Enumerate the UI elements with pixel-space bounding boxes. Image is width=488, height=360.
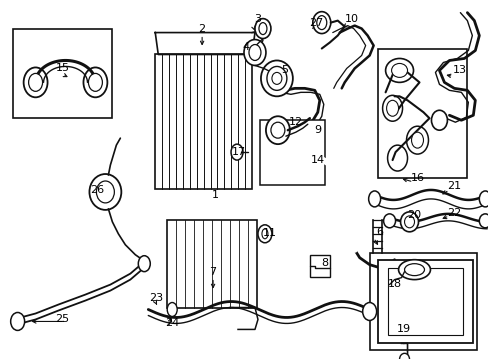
Ellipse shape: [478, 214, 488, 228]
Text: 25: 25: [55, 314, 69, 324]
Text: 18: 18: [386, 279, 401, 289]
Bar: [369, 253, 476, 350]
Ellipse shape: [23, 67, 47, 97]
Ellipse shape: [411, 132, 423, 148]
Ellipse shape: [271, 72, 281, 84]
Ellipse shape: [404, 216, 414, 228]
Text: 7: 7: [209, 267, 216, 276]
Text: 21: 21: [447, 181, 461, 191]
Ellipse shape: [386, 100, 398, 116]
Ellipse shape: [398, 260, 429, 280]
Ellipse shape: [89, 174, 121, 210]
Ellipse shape: [404, 264, 424, 276]
Ellipse shape: [254, 19, 270, 39]
Bar: [377, 260, 472, 343]
Text: 23: 23: [149, 293, 163, 302]
Text: 11: 11: [263, 228, 276, 238]
Ellipse shape: [368, 191, 380, 207]
Ellipse shape: [88, 73, 102, 91]
Ellipse shape: [244, 40, 265, 66]
Ellipse shape: [230, 144, 243, 160]
Ellipse shape: [266, 67, 286, 90]
Text: 26: 26: [90, 185, 104, 195]
Bar: [167, 220, 256, 307]
Text: 14: 14: [310, 155, 324, 165]
Ellipse shape: [316, 15, 326, 30]
Ellipse shape: [83, 67, 107, 97]
Text: 2: 2: [198, 24, 205, 33]
Ellipse shape: [11, 312, 24, 330]
Bar: [155, 54, 251, 189]
Ellipse shape: [261, 60, 292, 96]
Ellipse shape: [262, 229, 267, 239]
Text: 10: 10: [344, 14, 358, 24]
Text: 9: 9: [314, 125, 321, 135]
Ellipse shape: [270, 122, 285, 138]
Ellipse shape: [478, 191, 488, 207]
Ellipse shape: [138, 256, 150, 272]
Ellipse shape: [362, 302, 376, 320]
Text: 5: 5: [281, 66, 288, 76]
Ellipse shape: [400, 212, 418, 232]
Ellipse shape: [391, 63, 407, 77]
Ellipse shape: [383, 214, 395, 228]
Text: 13: 13: [451, 66, 466, 76]
Text: 24: 24: [165, 319, 179, 328]
Ellipse shape: [382, 95, 402, 121]
Ellipse shape: [259, 23, 266, 35]
Text: 19: 19: [396, 324, 410, 334]
Text: 22: 22: [447, 208, 461, 218]
Bar: [387, 268, 463, 336]
Text: 20: 20: [407, 210, 421, 220]
Ellipse shape: [399, 353, 408, 360]
Text: 8: 8: [321, 258, 327, 268]
Ellipse shape: [312, 12, 330, 33]
Bar: [13, 28, 112, 118]
Text: 17: 17: [231, 147, 245, 157]
Ellipse shape: [29, 73, 42, 91]
Polygon shape: [155, 32, 254, 54]
Ellipse shape: [406, 126, 427, 154]
Ellipse shape: [258, 225, 271, 243]
Text: 6: 6: [375, 227, 382, 237]
Bar: [309, 255, 329, 276]
Text: 27: 27: [308, 18, 322, 28]
Ellipse shape: [430, 110, 447, 130]
Text: 1: 1: [211, 190, 218, 200]
Text: 15: 15: [56, 63, 69, 73]
Text: 3: 3: [254, 14, 261, 24]
Ellipse shape: [265, 116, 289, 144]
Ellipse shape: [385, 58, 413, 82]
Ellipse shape: [96, 181, 114, 203]
Ellipse shape: [167, 302, 177, 316]
Ellipse shape: [387, 145, 407, 171]
Text: 4: 4: [242, 41, 249, 51]
Text: 12: 12: [288, 117, 302, 127]
Bar: [260, 120, 324, 185]
Bar: [377, 49, 467, 178]
Ellipse shape: [248, 45, 261, 60]
Text: 16: 16: [409, 173, 424, 183]
